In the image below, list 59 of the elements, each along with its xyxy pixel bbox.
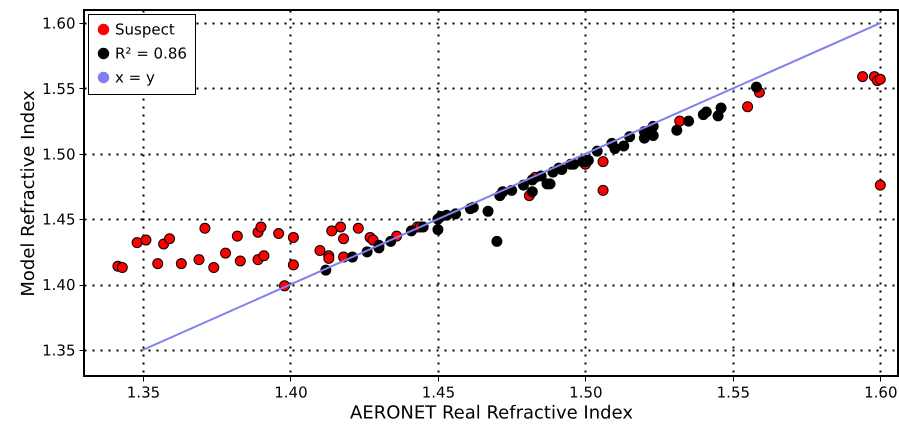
- x-tick-label: 1.50: [569, 384, 603, 402]
- point: [273, 228, 284, 240]
- legend-label: R² = 0.86: [115, 44, 187, 62]
- x-axis-title: AERONET Real Refractive Index: [350, 402, 634, 424]
- point: [526, 186, 538, 198]
- x-tick-label: 1.45: [422, 384, 456, 402]
- legend-label: Suspect: [115, 20, 175, 38]
- point: [199, 222, 210, 234]
- point: [176, 258, 187, 270]
- point: [598, 184, 609, 196]
- point: [288, 259, 299, 270]
- x-tick-label: 1.35: [126, 384, 160, 402]
- point: [671, 124, 682, 136]
- point: [618, 140, 630, 152]
- y-tick-label: 1.55: [42, 80, 76, 98]
- x-tick-label: 1.60: [864, 384, 898, 402]
- point: [609, 143, 620, 154]
- y-tick-label: 1.50: [42, 145, 76, 164]
- point: [255, 221, 266, 232]
- point: [152, 258, 164, 270]
- point: [132, 237, 143, 248]
- point: [683, 116, 694, 127]
- point: [258, 250, 270, 262]
- point: [323, 252, 334, 264]
- point: [582, 154, 594, 166]
- point: [288, 232, 299, 243]
- point: [432, 224, 444, 236]
- point: [716, 102, 727, 114]
- point: [314, 245, 326, 256]
- point: [208, 262, 220, 273]
- point: [194, 254, 205, 266]
- point: [335, 221, 346, 232]
- point: [482, 206, 494, 217]
- x-tick-label: 1.40: [274, 384, 308, 402]
- point: [352, 222, 364, 234]
- point: [491, 236, 502, 247]
- point: [742, 101, 754, 112]
- point: [750, 82, 762, 93]
- y-axis-title: Model Refractive Index: [18, 90, 40, 297]
- y-tick-label: 1.35: [42, 341, 76, 360]
- point: [648, 130, 659, 141]
- legend-label: x = y: [115, 68, 155, 86]
- x-tick-label: 1.55: [716, 384, 750, 402]
- point: [140, 234, 152, 246]
- point: [700, 106, 712, 118]
- point: [338, 233, 350, 244]
- y-tick-label: 1.45: [42, 210, 76, 229]
- point: [598, 156, 609, 168]
- y-tick-label: 1.40: [42, 276, 76, 294]
- point: [234, 255, 246, 266]
- point: [164, 233, 176, 244]
- point: [220, 248, 232, 259]
- point: [326, 225, 338, 236]
- y-tick-label: 1.60: [42, 14, 76, 33]
- point: [232, 230, 243, 242]
- point: [874, 180, 886, 191]
- point: [116, 262, 128, 273]
- point: [874, 74, 886, 85]
- point: [857, 71, 868, 82]
